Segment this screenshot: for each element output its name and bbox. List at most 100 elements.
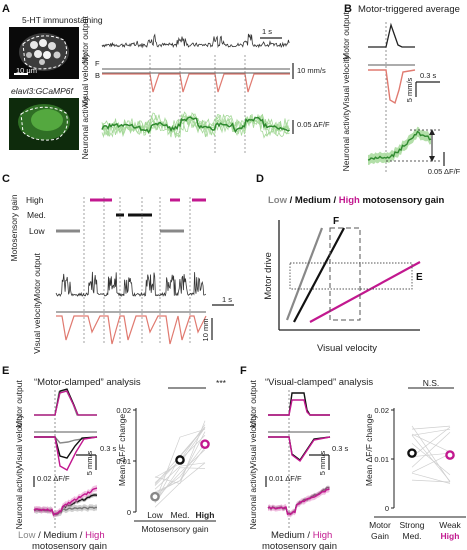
high-gain-sem [34,485,97,518]
panel-a-row-label-neuronal: Neuronal activity [80,96,90,160]
panel-c-gain-axis-label: Motosensory gain [9,194,19,261]
arrow-label-b: B [95,71,100,80]
svg-text:Motor output: Motor output [341,12,351,60]
panel-c-time-scale: 1 s [222,295,232,304]
panel-f-letter: F [240,365,247,377]
svg-text:Neuronal activity: Neuronal activity [248,466,258,530]
fish-line [154,462,206,508]
panel-d-box-label-f: F [333,216,339,227]
fish-line [411,425,451,430]
panel-a-activity-scale: 0.05 ΔF/F [297,120,330,129]
visual-clamp-box [329,227,361,321]
panel-a-neuronal-traces [101,111,290,139]
fish-line [411,452,451,458]
panel-a-letter: A [2,3,10,15]
panel-e-activity-scale: 0.02 ΔF/F [37,474,70,483]
fish-line [154,443,206,497]
panel-f-legend-line2: motosensory gain [262,541,337,550]
panel-b-velocity-avg [368,69,416,105]
panel-f-title: “Visual-clamped” analysis [265,377,373,388]
panel-e-significance: *** [216,378,227,388]
panel-b-motor-avg [368,22,415,48]
panel-c-gain-schedule [56,198,206,233]
panel-f-significance: N.S. [423,378,440,388]
svg-text:Visual velocity: Visual velocity [341,54,351,108]
panel-f-xlabel-gain: Gain [371,531,389,541]
svg-text:5 mm/s: 5 mm/s [405,77,414,102]
panel-a-visual-velocity-trace [102,73,290,93]
gain-level-low: Low [29,226,45,236]
panel-f-ylabel: Mean ΔF/F change [364,414,374,487]
category-label-2: High [196,510,215,520]
panel-f-chart: 0 0.01 0.02 [374,406,455,513]
panel-f-velocity-high [268,436,331,463]
panel-b-activity-avg [367,130,432,161]
mean-trace [101,116,290,134]
svg-text:Neuronal activity: Neuronal activity [80,96,90,160]
panel-b-time-scale: 0.3 s [420,71,437,80]
y-tick-label-2: 0.02 [116,406,131,415]
panel-f-motor-high [268,399,330,416]
gain-level-med: Med. [27,210,46,220]
roi-outline-bottom [20,106,68,141]
panel-f-row-label-visual: Visual velocity [248,413,258,467]
panel-f-velocity-scale: 5 mm/s [318,450,327,475]
panel-d-title: Low / Medium / High motosensory gain [268,195,445,206]
panel-c-trial-boundaries [83,197,191,345]
panel-a-motor-trace [101,33,290,49]
scalebar-top-label: 10 μm [16,66,37,75]
panel-b-row-label-motor: Motor output [341,12,351,60]
y-tick-label-0: 0 [127,508,131,517]
panel-b-title: Motor-triggered average [358,4,460,15]
panel-e-title: “Motor-clamped” analysis [34,377,141,388]
svg-text:Mean ΔF/F change: Mean ΔF/F change [364,414,374,487]
panel-f-motor-med [268,392,330,416]
fish-line [411,443,451,476]
gcamp-core [31,109,63,131]
panel-d-x-label: Visual velocity [317,343,377,354]
panel-a-image-bottom-label: elavl3:GCaMP6f [11,86,75,96]
panel-e-motor-med [34,388,97,416]
immunostaining-cells [26,39,61,65]
fish-line [411,426,451,458]
panel-f-row-label-motor: Motor output [248,380,258,428]
arrow-label-f: F [95,59,100,68]
svg-text:Motor output: Motor output [248,380,258,428]
panel-b-arrow-head-down [429,156,435,162]
fish-line [154,428,206,503]
fish-line [411,432,451,468]
panel-f-xlabel-high: High [441,531,460,541]
fish-line [154,467,206,504]
panel-c-letter: C [2,173,10,185]
y-tick-label-2: 0.02 [374,406,389,415]
single-trial-trace [101,113,290,139]
panel-b-activity-scale: 0.05 ΔF/F [428,167,461,176]
panel-e-velocity-scale: 5 mm/s [85,450,94,475]
panel-a-row-label-visual: Visual velocity [80,52,90,106]
panel-e-ylabel: Mean ΔF/F change [117,414,127,487]
fish-line [411,435,451,482]
panel-e-row-label-motor: Motor output [14,380,24,428]
svg-text:Neuronal activity: Neuronal activity [14,466,24,530]
svg-text:Mean ΔF/F change: Mean ΔF/F change [117,414,127,487]
medium-gain-line [293,227,345,323]
panel-b-row-label-visual: Visual velocity [341,54,351,108]
fish-line [411,428,451,436]
motor-clamp-box [289,262,413,290]
fish-line [154,431,206,494]
fish-line [411,472,451,484]
panel-e-row-label-visual: Visual velocity [14,413,24,467]
panel-d-letter: D [256,173,264,185]
low-gain-sem [34,504,97,518]
panel-e-time-scale: 0.3 s [100,444,117,453]
panel-e-neuronal-traces [33,485,98,518]
svg-text:Visual velocity: Visual velocity [248,413,258,467]
panel-c-velocity-scale: 10 mm [201,319,210,342]
fish-line [154,420,206,485]
fish-line [154,447,206,493]
fish-line [411,425,451,483]
fish-line [411,453,451,473]
low-gain-line [285,227,324,321]
mean-point-strongmed [407,448,417,458]
